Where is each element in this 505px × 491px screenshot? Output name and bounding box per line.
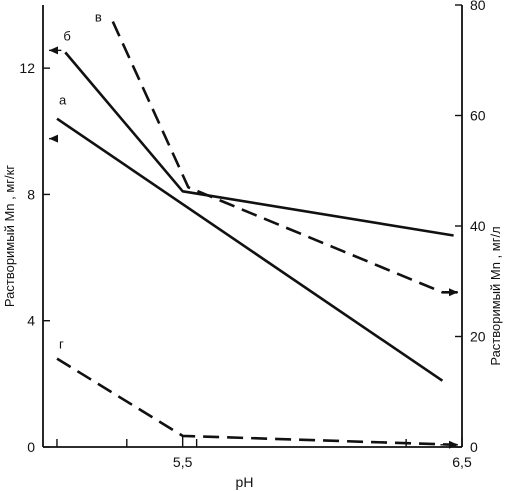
axis-arrow-head — [49, 46, 58, 55]
axis-arrow-head — [449, 288, 458, 297]
series-label-б: б — [63, 28, 70, 43]
axis-arrow-head — [449, 440, 458, 449]
y-right-tick-label: 20 — [470, 329, 486, 345]
series-label-а: а — [59, 93, 67, 108]
y-right-tick-label: 60 — [470, 108, 486, 124]
y-left-tick-label: 4 — [27, 313, 35, 329]
y-right-tick-label: 0 — [470, 439, 478, 455]
series-line-а — [56, 117, 444, 382]
y-left-tick-label: 0 — [27, 439, 35, 455]
series-label-г: г — [59, 337, 64, 352]
y-right-tick-label: 40 — [470, 218, 486, 234]
x-tick-label: 6,5 — [452, 454, 472, 470]
axis-arrow-head — [49, 134, 58, 143]
y-left-tick-label: 8 — [27, 186, 35, 202]
x-tick-label: 5,5 — [173, 454, 193, 470]
series-line-б — [64, 51, 454, 237]
x-axis-label: pH — [236, 474, 254, 490]
series-line-г — [56, 357, 457, 447]
y-axis-label-left: Растворимый Mn , мг/кг — [2, 165, 17, 307]
y-axis-label-right: Растворимый Mn , мг/л — [488, 226, 503, 365]
series-label-в: в — [95, 10, 102, 25]
y-right-tick-label: 80 — [470, 0, 486, 13]
series-line-в — [111, 21, 462, 294]
y-left-tick-label: 12 — [19, 60, 35, 76]
